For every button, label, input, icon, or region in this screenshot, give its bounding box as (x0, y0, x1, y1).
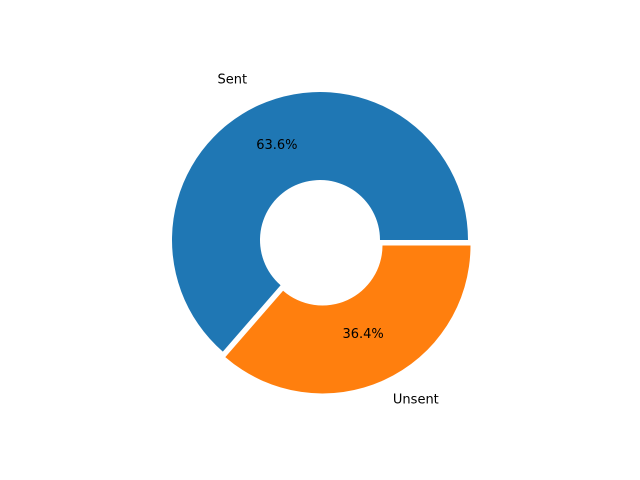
slices-group (172, 91, 471, 394)
slice-sent (172, 91, 469, 352)
percent-label-sent: 63.6% (256, 138, 297, 153)
slice-unsent (225, 245, 471, 394)
category-label-unsent: Unsent (393, 393, 439, 408)
percent-label-unsent: 36.4% (342, 327, 383, 342)
category-label-sent: Sent (217, 72, 247, 87)
labels-group: Sent 63.6% Unsent 36.4% (217, 72, 438, 407)
